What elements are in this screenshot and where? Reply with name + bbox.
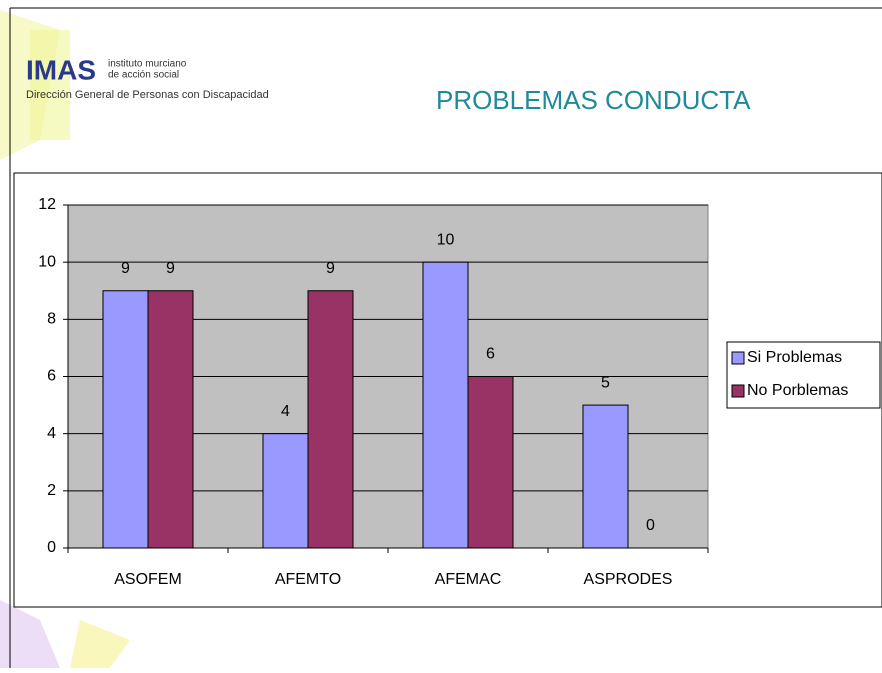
data-label: 9 [121, 260, 130, 277]
data-label: 0 [646, 517, 655, 534]
y-tick-label: 8 [47, 311, 56, 328]
logo-text: de acción social [108, 70, 179, 81]
logo-text: instituto murciano [108, 59, 187, 70]
y-tick-label: 0 [47, 539, 56, 556]
bar [262, 433, 309, 549]
logo-subtitle: Dirección General de Personas con Discap… [26, 89, 269, 101]
logo-brand: IMAS [26, 54, 96, 85]
x-tick-label: AFEMTO [275, 571, 341, 588]
y-tick-label: 10 [38, 253, 56, 270]
legend-box [726, 341, 881, 409]
x-tick-label: ASPRODES [584, 571, 673, 588]
bar [422, 261, 469, 549]
bar [307, 290, 354, 549]
legend-swatch [731, 384, 745, 398]
y-tick-label: 4 [47, 425, 56, 442]
x-tick-label: AFEMAC [435, 571, 502, 588]
data-label: 4 [281, 403, 290, 420]
bar [147, 290, 194, 549]
chart-title: PROBLEMAS CONDUCTA [436, 85, 751, 115]
y-tick-label: 6 [47, 368, 56, 385]
data-label: 10 [437, 231, 455, 248]
legend-swatch [731, 351, 745, 365]
bar [467, 376, 514, 549]
decoration [70, 620, 130, 668]
x-tick-label: ASOFEM [114, 571, 182, 588]
y-tick-label: 2 [47, 482, 56, 499]
bar [102, 290, 149, 549]
bar [582, 404, 629, 549]
y-tick-label: 12 [38, 196, 56, 213]
decoration [0, 600, 60, 668]
decoration [30, 30, 70, 140]
data-label: 6 [486, 346, 495, 363]
legend-label: No Porblemas [747, 382, 848, 399]
legend-label: Si Problemas [747, 349, 842, 366]
data-label: 9 [326, 260, 335, 277]
data-label: 9 [166, 260, 175, 277]
data-label: 5 [601, 374, 610, 391]
